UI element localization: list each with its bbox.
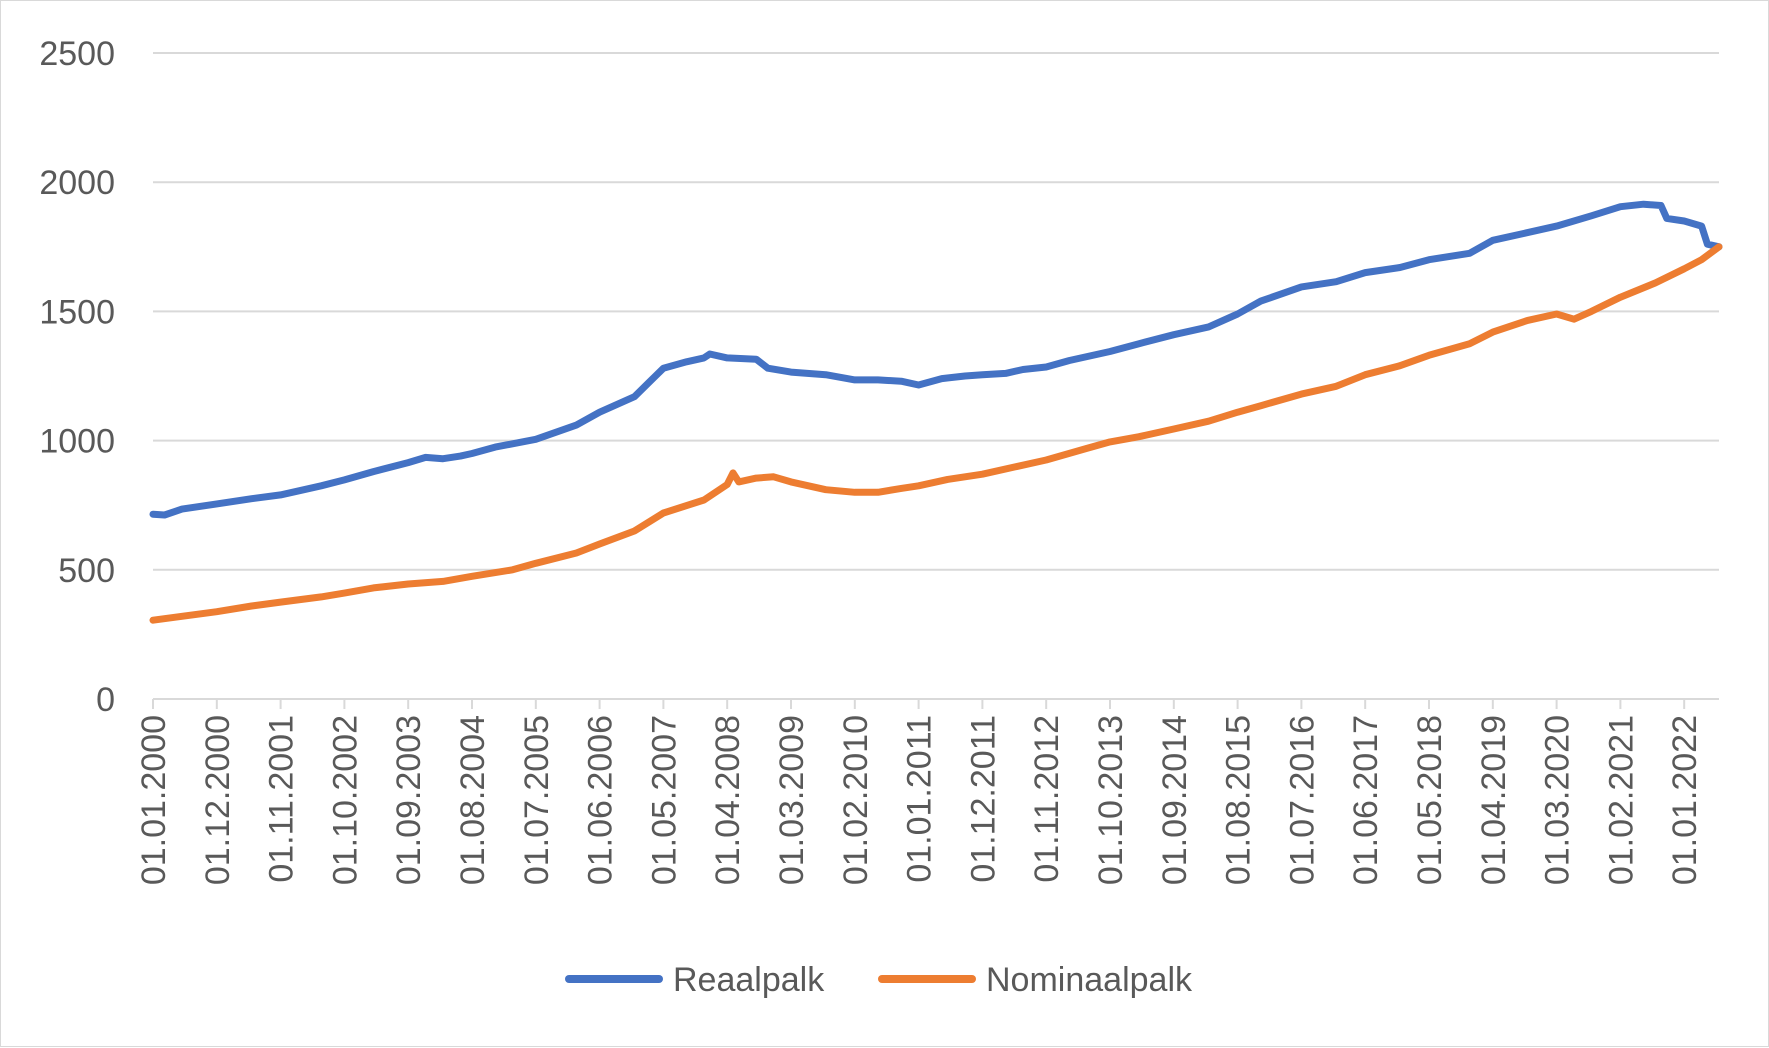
- x-tick-label: 01.02.2021: [1602, 715, 1640, 885]
- x-tick-label: 01.06.2017: [1347, 715, 1385, 885]
- x-tick-label: 01.03.2020: [1539, 715, 1577, 885]
- x-tick-label: 01.12.2011: [964, 715, 1002, 883]
- x-tick-label: 01.12.2000: [199, 715, 237, 885]
- x-tick-label: 01.01.2000: [135, 715, 173, 885]
- x-tick-label: 01.10.2002: [326, 715, 364, 885]
- x-tick-label: 01.01.2011: [901, 715, 939, 883]
- x-tick-label: 01.03.2009: [773, 715, 811, 885]
- x-tick-label: 01.04.2008: [709, 715, 747, 885]
- y-tick-label: 1000: [39, 423, 115, 461]
- x-axis-ticks: 01.01.2000 01.12.2000 01.11.2001 01.10.2002…: [135, 699, 1704, 885]
- x-tick-label: 01.08.2004: [454, 715, 492, 885]
- y-tick-label: 1500: [39, 293, 115, 331]
- y-tick-label: 2000: [39, 164, 115, 202]
- x-tick-label: 01.04.2019: [1475, 715, 1513, 885]
- x-tick-label: 01.06.2006: [582, 715, 620, 885]
- x-tick-label: 01.05.2018: [1411, 715, 1449, 885]
- y-axis-ticks: 0 500 1000 1500 2000 2500: [39, 35, 115, 719]
- legend-label-reaalpalk: Reaalpalk: [673, 961, 825, 999]
- series-line-nominaalpalk: [149, 243, 1723, 624]
- x-tick-label: 01.08.2015: [1220, 715, 1258, 885]
- y-tick-label: 500: [58, 552, 115, 590]
- x-tick-label: 01.10.2013: [1092, 715, 1130, 885]
- x-tick-label: 01.02.2010: [837, 715, 875, 885]
- x-tick-label: 01.11.2012: [1028, 715, 1066, 883]
- x-tick-label: 01.05.2007: [645, 715, 683, 885]
- x-tick-label: 01.11.2001: [263, 715, 301, 883]
- y-tick-label: 0: [96, 681, 115, 719]
- x-tick-label: 01.07.2005: [518, 715, 556, 885]
- series-line-reaalpalk: [149, 200, 1723, 519]
- series-lines: [149, 200, 1723, 624]
- legend: Reaalpalk Nominaalpalk: [565, 961, 1193, 999]
- x-tick-label: 01.09.2003: [390, 715, 428, 885]
- x-tick-label: 01.09.2014: [1156, 715, 1194, 885]
- x-tick-label: 01.01.2022: [1666, 715, 1704, 885]
- y-tick-label: 2500: [39, 35, 115, 73]
- x-tick-label: 01.07.2016: [1283, 715, 1321, 885]
- legend-label-nominaalpalk: Nominaalpalk: [986, 961, 1193, 999]
- gridlines: [153, 52, 1719, 700]
